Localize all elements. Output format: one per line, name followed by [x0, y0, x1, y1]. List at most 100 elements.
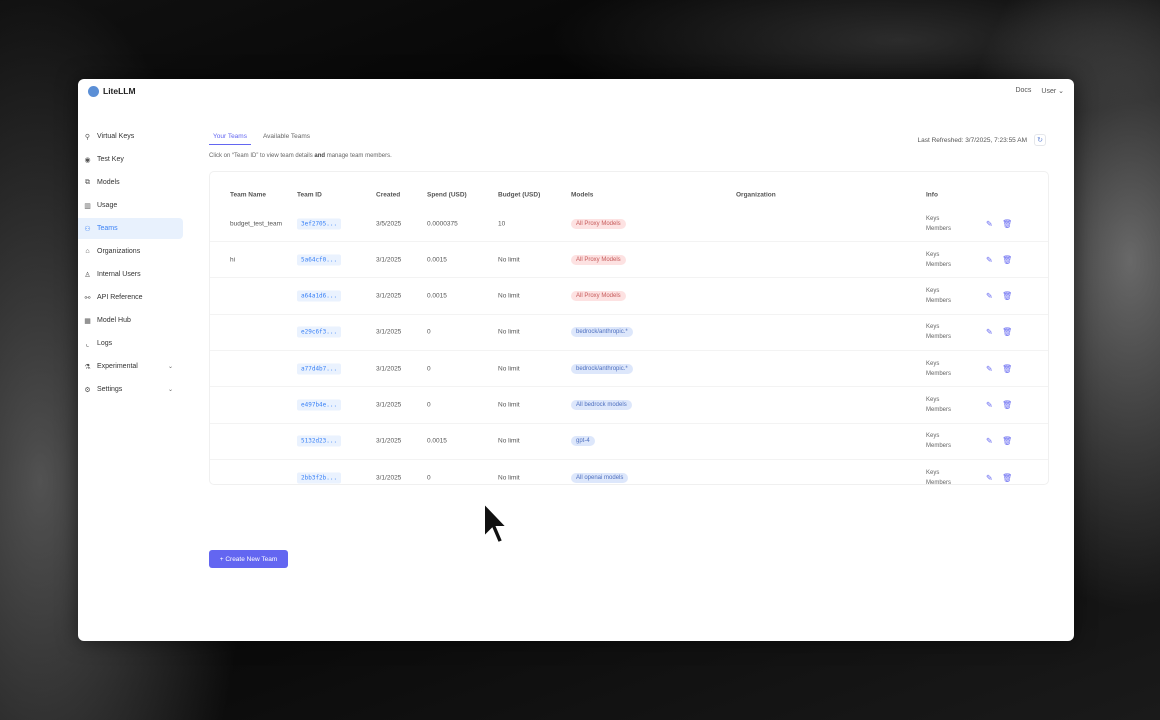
team-id-link[interactable]: 3ef2705... — [297, 218, 342, 229]
edit-icon[interactable]: ✎ — [986, 400, 993, 410]
trash-icon[interactable]: 🗑 — [1002, 436, 1013, 446]
table-row: e29c6f3... 3/1/2025 0 No limit bedrock/a… — [210, 315, 1048, 351]
budget: No limit — [498, 474, 520, 482]
sidebar-item-label: Usage — [97, 202, 118, 209]
column-header[interactable]: Team ID — [297, 191, 322, 199]
keys-label: Keys — [926, 324, 940, 331]
info: Keys Members — [926, 359, 951, 379]
team-id-link[interactable]: e497b4e... — [297, 399, 342, 411]
tab-available-teams[interactable]: Available Teams — [262, 133, 311, 140]
sidebar-item-settings[interactable]: ⚙ Settings ⌄ — [78, 379, 183, 400]
column-header[interactable]: Budget (USD) — [498, 191, 541, 199]
team-id-link[interactable]: a64a1d6... — [297, 290, 342, 302]
sidebar-item-api-reference[interactable]: ⚯ API Reference — [78, 287, 183, 308]
members-label: Members — [926, 334, 952, 341]
team-id-link[interactable]: 5a64cf0... — [297, 254, 342, 266]
members-label: Members — [926, 298, 952, 305]
column-header[interactable]: Info — [926, 191, 938, 199]
sidebar-item-model-hub[interactable]: ▦ Model Hub — [78, 310, 183, 331]
app-name: LiteLLM — [103, 86, 136, 96]
create-new-team-button[interactable]: + Create New Team — [209, 550, 288, 568]
trash-icon[interactable]: 🗑 — [1002, 219, 1013, 228]
sidebar-item-virtual-keys[interactable]: ⚲ Virtual Keys — [78, 126, 183, 147]
sidebar-item-usage[interactable]: ▥ Usage — [78, 195, 183, 216]
search-icon: ⚲ — [84, 133, 91, 141]
column-header[interactable]: Spend (USD) — [427, 191, 467, 199]
team-id-link[interactable]: e29c6f3... — [297, 326, 342, 338]
spend: 0 — [427, 401, 431, 409]
sidebar-item-label: Experimental — [97, 363, 138, 370]
info: Keys Members — [926, 395, 951, 415]
main-content: Your Teams Available Teams Click on “Tea… — [209, 79, 1074, 641]
edit-icon[interactable]: ✎ — [986, 327, 993, 337]
info: Keys Members — [926, 214, 951, 234]
budget: No limit — [498, 401, 520, 409]
user-menu[interactable]: User ⌄ — [1041, 87, 1064, 95]
hint-text: Click on “Team ID” to view team details … — [209, 153, 392, 159]
table-row: budget_test_team 3ef2705... 3/5/2025 0.0… — [210, 206, 1048, 242]
play-circle-icon: ◉ — [84, 156, 91, 164]
model-badge: All openai models — [571, 472, 629, 483]
edit-icon[interactable]: ✎ — [986, 364, 993, 374]
column-header[interactable]: Models — [571, 191, 594, 199]
team-id-link[interactable]: a77d4b7... — [297, 363, 342, 375]
info: Keys Members — [926, 286, 951, 306]
sidebar-item-label: Virtual Keys — [97, 133, 135, 140]
trash-icon[interactable]: 🗑 — [1002, 473, 1013, 483]
created-date: 3/5/2025 — [376, 220, 402, 227]
edit-icon[interactable]: ✎ — [986, 219, 993, 228]
table-header: Team Name Team ID Created Spend (USD) Budget… — [210, 177, 1048, 213]
info: Keys Members — [926, 322, 951, 342]
info: Keys Members — [926, 250, 951, 270]
team-id-link[interactable]: 2bb3f2b... — [297, 472, 342, 484]
edit-icon[interactable]: ✎ — [986, 255, 993, 265]
sidebar-item-experimental[interactable]: ⚗ Experimental ⌄ — [78, 356, 183, 377]
gear-icon: ⚙ — [84, 386, 91, 394]
docs-link[interactable]: Docs — [1015, 87, 1032, 94]
experiment-icon: ⚗ — [84, 363, 91, 371]
budget: No limit — [498, 328, 520, 336]
table-row: a77d4b7... 3/1/2025 0 No limit bedrock/a… — [210, 351, 1048, 388]
edit-icon[interactable]: ✎ — [986, 473, 993, 483]
created-date: 3/1/2025 — [376, 328, 402, 336]
spend: 0 — [427, 474, 431, 482]
table-row: 5132d23... 3/1/2025 0.0015 No limit gpt-… — [210, 424, 1048, 460]
user-icon: ♙ — [84, 271, 91, 279]
column-header[interactable]: Created — [376, 191, 401, 199]
trash-icon[interactable]: 🗑 — [1002, 364, 1013, 374]
sidebar-item-organizations[interactable]: ⌂ Organizations — [78, 241, 183, 262]
sidebar-item-models[interactable]: ⧉ Models — [78, 172, 183, 193]
trash-icon[interactable]: 🗑 — [1002, 291, 1013, 301]
refresh-button[interactable]: ↻ — [1034, 134, 1046, 146]
keys-label: Keys — [926, 288, 940, 295]
column-header[interactable]: Team Name — [230, 191, 267, 199]
table-row: e497b4e... 3/1/2025 0 No limit All bedro… — [210, 388, 1048, 424]
tab-your-teams[interactable]: Your Teams — [209, 133, 251, 145]
trash-icon[interactable]: 🗑 — [1002, 400, 1013, 410]
hint-post: manage team members. — [325, 153, 392, 159]
sidebar-item-test-key[interactable]: ◉ Test Key — [78, 149, 183, 170]
sidebar-item-logs[interactable]: ⌞ Logs — [78, 333, 183, 354]
hint-pre: Click on “Team ID” to view team details — [209, 153, 315, 159]
top-bar: LiteLLM Docs User ⌄ — [78, 79, 1074, 103]
trash-icon[interactable]: 🗑 — [1002, 255, 1013, 265]
members-label: Members — [926, 407, 952, 413]
edit-icon[interactable]: ✎ — [986, 436, 993, 446]
app-window: LiteLLM Docs User ⌄ ⚲ Virtual Keys ◉ Test K… — [78, 79, 1074, 641]
info: Keys Members — [926, 431, 951, 451]
members-label: Members — [926, 261, 952, 268]
team-id-link[interactable]: 5132d23... — [297, 435, 342, 447]
created-date: 3/1/2025 — [376, 365, 402, 373]
sidebar-item-label: Models — [97, 179, 120, 186]
column-header[interactable]: Organization — [736, 191, 776, 199]
sidebar-item-teams[interactable]: ⚇ Teams — [78, 218, 183, 239]
created-date: 3/1/2025 — [376, 292, 402, 300]
info: Keys Members — [926, 468, 951, 484]
logo[interactable]: LiteLLM — [88, 85, 136, 97]
sidebar-item-internal-users[interactable]: ♙ Internal Users — [78, 264, 183, 285]
api-icon: ⚯ — [84, 294, 91, 302]
keys-label: Keys — [926, 360, 940, 367]
edit-icon[interactable]: ✎ — [986, 291, 993, 301]
trash-icon[interactable]: 🗑 — [1002, 327, 1013, 337]
model-badge: All Proxy Models — [571, 218, 626, 229]
